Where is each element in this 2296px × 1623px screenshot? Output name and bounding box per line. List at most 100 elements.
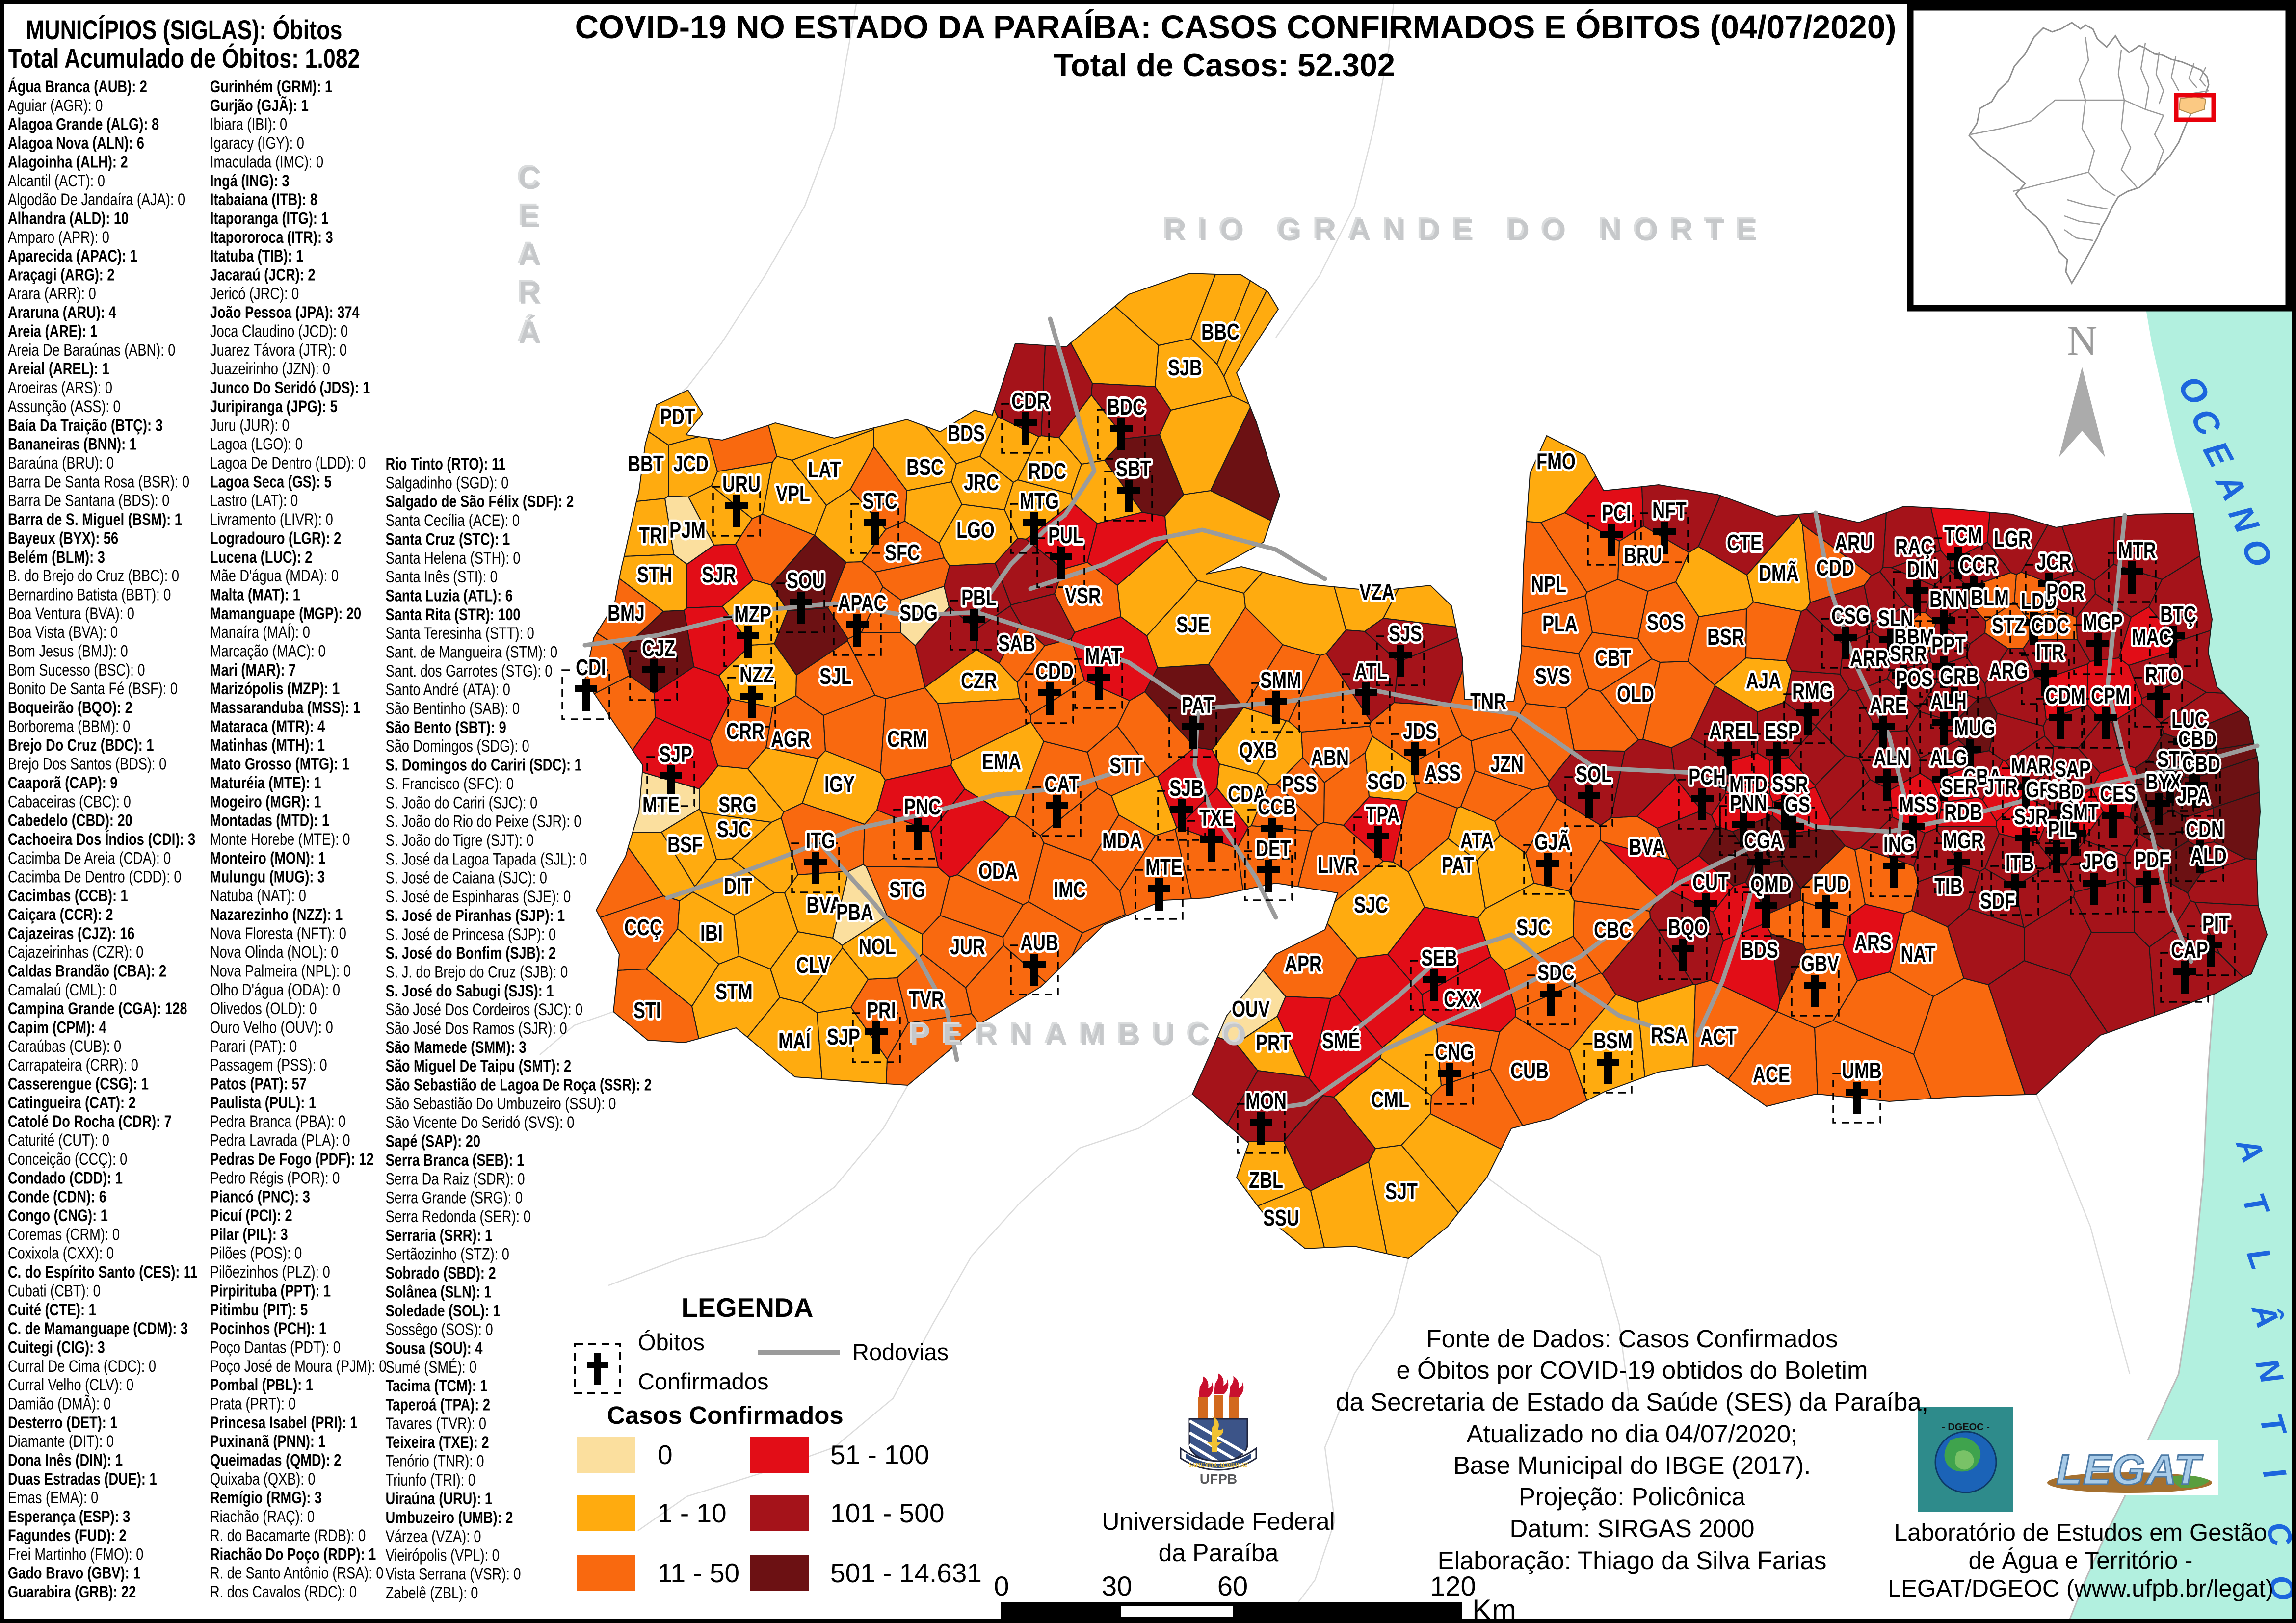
svg-text:PBA: PBA bbox=[836, 900, 873, 925]
svg-text:Solânea (SLN): 1: Solânea (SLN): 1 bbox=[386, 1282, 492, 1301]
svg-text:SJP: SJP bbox=[827, 1024, 860, 1049]
svg-text:Rodovias: Rodovias bbox=[852, 1339, 949, 1365]
svg-text:Emas (EMA): 0: Emas (EMA): 0 bbox=[8, 1488, 98, 1507]
svg-text:São Miguel De Taipu (SMT): 2: São Miguel De Taipu (SMT): 2 bbox=[386, 1056, 572, 1075]
svg-text:QXB: QXB bbox=[1239, 738, 1277, 763]
svg-text:NAT: NAT bbox=[1900, 942, 1935, 967]
svg-text:JUR: JUR bbox=[950, 934, 985, 959]
svg-text:Pocinhos (PCH): 1: Pocinhos (PCH): 1 bbox=[210, 1319, 326, 1338]
svg-text:0: 0 bbox=[658, 1440, 673, 1470]
svg-text:Lastro (LAT): 0: Lastro (LAT): 0 bbox=[210, 491, 298, 510]
svg-text:JCR: JCR bbox=[2036, 550, 2072, 575]
svg-text:São Sebastião Do Umbuzeiro (SS: São Sebastião Do Umbuzeiro (SSU): 0 bbox=[386, 1094, 616, 1113]
svg-text:AUB: AUB bbox=[1020, 930, 1058, 955]
svg-text:Juazeirinho (JZN): 0: Juazeirinho (JZN): 0 bbox=[210, 359, 330, 378]
svg-text:SDC: SDC bbox=[1537, 960, 1575, 985]
svg-text:Lagoa De Dentro (LDD): 0: Lagoa De Dentro (LDD): 0 bbox=[210, 453, 366, 472]
svg-text:BBC: BBC bbox=[1201, 319, 1240, 344]
svg-text:Barra de S. Miguel (BSM): 1: Barra de S. Miguel (BSM): 1 bbox=[8, 510, 182, 529]
svg-text:MGP: MGP bbox=[2083, 610, 2123, 635]
svg-text:Pilõezinhos (PLZ): 0: Pilõezinhos (PLZ): 0 bbox=[210, 1262, 330, 1282]
svg-text:UMB: UMB bbox=[1842, 1058, 1882, 1083]
svg-text:Pirpirituba (PPT): 1: Pirpirituba (PPT): 1 bbox=[210, 1281, 331, 1300]
svg-text:SJT: SJT bbox=[1385, 1179, 1418, 1204]
svg-text:PERNAMBUCO: PERNAMBUCO bbox=[910, 1018, 1259, 1052]
svg-text:Mãe D'água (MDA): 0: Mãe D'água (MDA): 0 bbox=[210, 566, 339, 585]
svg-text:VZA: VZA bbox=[1359, 579, 1395, 604]
svg-text:PLA: PLA bbox=[1542, 611, 1578, 636]
svg-text:SJE: SJE bbox=[1176, 612, 1210, 637]
svg-text:Serra Grande (SRG): 0: Serra Grande (SRG): 0 bbox=[386, 1188, 523, 1207]
svg-text:AREL: AREL bbox=[1709, 719, 1757, 744]
svg-text:SMT: SMT bbox=[2061, 800, 2099, 825]
svg-text:PCH: PCH bbox=[1689, 764, 1726, 789]
svg-text:ACE: ACE bbox=[1753, 1062, 1790, 1087]
svg-text:CBC: CBC bbox=[1594, 917, 1632, 942]
svg-text:Curral De Cima (CDC): 0: Curral De Cima (CDC): 0 bbox=[8, 1357, 156, 1376]
svg-text:Picuí (PCI): 2: Picuí (PCI): 2 bbox=[210, 1206, 292, 1225]
svg-text:ITG: ITG bbox=[806, 828, 835, 853]
svg-text:Guarabira (GRB): 22: Guarabira (GRB): 22 bbox=[8, 1582, 136, 1601]
svg-text:QMD: QMD bbox=[1750, 872, 1792, 897]
svg-text:Bom Sucesso (BSC): 0: Bom Sucesso (BSC): 0 bbox=[8, 660, 145, 680]
svg-text:Mari (MAR): 7: Mari (MAR): 7 bbox=[210, 660, 296, 680]
svg-text:1 - 10: 1 - 10 bbox=[658, 1498, 727, 1528]
svg-text:SVS: SVS bbox=[1535, 664, 1570, 689]
svg-text:SGD: SGD bbox=[1367, 769, 1405, 794]
svg-text:Cacimba De Areia (CDA): 0: Cacimba De Areia (CDA): 0 bbox=[8, 848, 171, 867]
svg-text:Serra Branca (SEB): 1: Serra Branca (SEB): 1 bbox=[386, 1151, 524, 1170]
svg-text:IBI: IBI bbox=[700, 920, 723, 945]
svg-text:Serra Redonda (SER): 0: Serra Redonda (SER): 0 bbox=[386, 1207, 531, 1226]
svg-text:SJC: SJC bbox=[717, 817, 751, 842]
svg-text:MDA: MDA bbox=[1102, 828, 1142, 853]
svg-text:CJZ: CJZ bbox=[642, 636, 675, 661]
svg-text:João Pessoa (JPA): 374: João Pessoa (JPA): 374 bbox=[210, 303, 360, 322]
svg-text:UFPB: UFPB bbox=[1200, 1471, 1237, 1487]
svg-text:SOL: SOL bbox=[1576, 762, 1612, 787]
svg-text:Jacaraú (JCR): 2: Jacaraú (JCR): 2 bbox=[210, 265, 316, 285]
svg-text:MAC: MAC bbox=[2132, 625, 2172, 650]
svg-text:ITR: ITR bbox=[2036, 640, 2064, 665]
svg-text:São Bento (SBT): 9: São Bento (SBT): 9 bbox=[386, 718, 506, 737]
svg-text:Desterro (DET): 1: Desterro (DET): 1 bbox=[8, 1413, 118, 1432]
svg-text:Parari (PAT): 0: Parari (PAT): 0 bbox=[210, 1037, 297, 1056]
svg-text:CBD: CBD bbox=[2178, 727, 2217, 752]
svg-text:PAT: PAT bbox=[1442, 853, 1474, 878]
svg-text:DIT: DIT bbox=[724, 874, 752, 899]
svg-text:Itaporanga (ITG): 1: Itaporanga (ITG): 1 bbox=[210, 209, 329, 228]
svg-text:SLN: SLN bbox=[1878, 606, 1913, 631]
svg-text:MTE: MTE bbox=[1145, 855, 1183, 880]
svg-text:Capim (CPM): 4: Capim (CPM): 4 bbox=[8, 1018, 106, 1037]
svg-text:501 - 14.631: 501 - 14.631 bbox=[830, 1558, 982, 1588]
svg-text:Joca Claudino (JCD): 0: Joca Claudino (JCD): 0 bbox=[210, 322, 348, 341]
svg-text:da Paraíba: da Paraíba bbox=[1159, 1539, 1279, 1567]
svg-text:IGY: IGY bbox=[824, 772, 855, 797]
svg-text:CCÇ: CCÇ bbox=[624, 915, 662, 940]
svg-text:NFT: NFT bbox=[1652, 498, 1687, 523]
svg-text:E: E bbox=[518, 197, 539, 232]
svg-text:IMC: IMC bbox=[1054, 877, 1086, 902]
svg-text:Poço Dantas (PDT): 0: Poço Dantas (PDT): 0 bbox=[210, 1338, 341, 1357]
svg-text:BDS: BDS bbox=[948, 421, 985, 446]
svg-text:Junco Do Seridó (JDS): 1: Junco Do Seridó (JDS): 1 bbox=[210, 378, 370, 397]
svg-text:Lagoa (LGO): 0: Lagoa (LGO): 0 bbox=[210, 435, 303, 454]
svg-text:R. do Bacamarte (RDB): 0: R. do Bacamarte (RDB): 0 bbox=[210, 1526, 366, 1545]
svg-text:Alhandra (ALD): 10: Alhandra (ALD): 10 bbox=[8, 209, 129, 228]
svg-text:BMJ: BMJ bbox=[607, 601, 645, 626]
svg-text:Barra De Santa Rosa (BSR): 0: Barra De Santa Rosa (BSR): 0 bbox=[8, 472, 189, 491]
svg-text:Santa Helena (STH): 0: Santa Helena (STH): 0 bbox=[386, 549, 521, 568]
svg-text:Santa Rita (STR): 100: Santa Rita (STR): 100 bbox=[386, 605, 521, 624]
svg-text:Barra De Santana (BDS): 0: Barra De Santana (BDS): 0 bbox=[8, 491, 169, 510]
svg-text:Serraria (SRR): 1: Serraria (SRR): 1 bbox=[386, 1226, 493, 1245]
svg-text:S. José do Bonfim (SJB): 2: S. José do Bonfim (SJB): 2 bbox=[386, 943, 556, 963]
svg-text:SJP: SJP bbox=[659, 742, 692, 767]
svg-text:SAP: SAP bbox=[2055, 757, 2091, 782]
svg-text:NZZ: NZZ bbox=[739, 662, 774, 687]
svg-text:APAC: APAC bbox=[838, 591, 887, 616]
svg-text:Malta (MAT): 1: Malta (MAT): 1 bbox=[210, 585, 300, 604]
svg-text:Caiçara (CCR): 2: Caiçara (CCR): 2 bbox=[8, 905, 113, 924]
svg-text:Fonte de Dados: Casos Confirma: Fonte de Dados: Casos Confirmados bbox=[1426, 1325, 1838, 1353]
svg-text:MZP: MZP bbox=[734, 602, 771, 627]
svg-text:B. do Brejo do Cruz (BBC): 0: B. do Brejo do Cruz (BBC): 0 bbox=[8, 566, 179, 585]
svg-text:ALN: ALN bbox=[1874, 745, 1910, 770]
